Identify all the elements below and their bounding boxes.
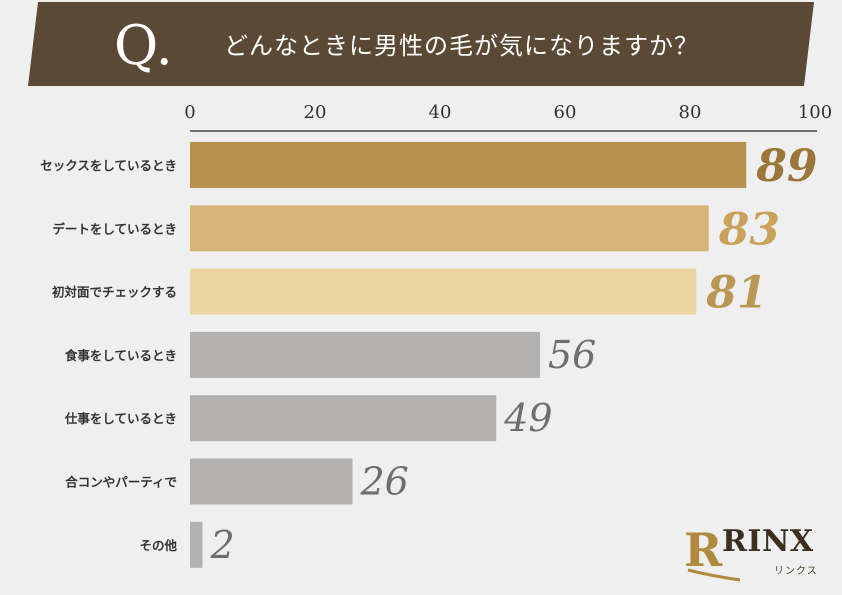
brand-logo: R RINX リンクス bbox=[682, 522, 830, 582]
question-title: どんなときに男性の毛が気になりますか？ bbox=[224, 32, 699, 60]
value-label: 49 bbox=[503, 396, 552, 440]
x-tick-label: 0 bbox=[184, 102, 195, 123]
value-label: 83 bbox=[718, 204, 780, 255]
value-label: 89 bbox=[755, 141, 817, 192]
question-mark: Q. bbox=[114, 14, 173, 77]
x-tick-label: 100 bbox=[798, 102, 832, 123]
category-label: その他 bbox=[139, 538, 177, 553]
x-tick-label: 40 bbox=[429, 102, 452, 123]
category-label: 初対面でチェックする bbox=[52, 285, 177, 300]
x-tick-label: 20 bbox=[304, 102, 327, 123]
value-label: 2 bbox=[210, 523, 235, 567]
bar bbox=[190, 458, 353, 505]
category-label: 合コンやパーティで bbox=[65, 475, 177, 490]
logo-initial: R bbox=[684, 523, 723, 577]
category-label: デートをしているとき bbox=[52, 221, 177, 236]
bar bbox=[190, 521, 203, 568]
bar bbox=[190, 395, 497, 442]
x-tick-label: 60 bbox=[554, 102, 577, 123]
category-label: 仕事をしているとき bbox=[64, 411, 177, 426]
banner-background bbox=[28, 2, 814, 86]
logo-emblem: R bbox=[684, 523, 741, 582]
bar bbox=[190, 268, 697, 315]
logo-swash bbox=[687, 568, 741, 582]
value-label: 56 bbox=[548, 333, 596, 377]
category-label: セックスをしているとき bbox=[40, 158, 177, 173]
question-banner: Q. どんなときに男性の毛が気になりますか？ bbox=[28, 2, 814, 86]
bar bbox=[190, 205, 709, 252]
bar bbox=[190, 142, 747, 188]
category-label: 食事をしているとき bbox=[64, 348, 177, 363]
value-label: 26 bbox=[360, 460, 409, 504]
logo-wordmark: RINX bbox=[722, 524, 814, 559]
value-label: 81 bbox=[705, 268, 767, 319]
x-tick-label: 80 bbox=[679, 102, 702, 123]
bar bbox=[190, 331, 540, 378]
logo-subtitle: リンクス bbox=[774, 566, 818, 577]
